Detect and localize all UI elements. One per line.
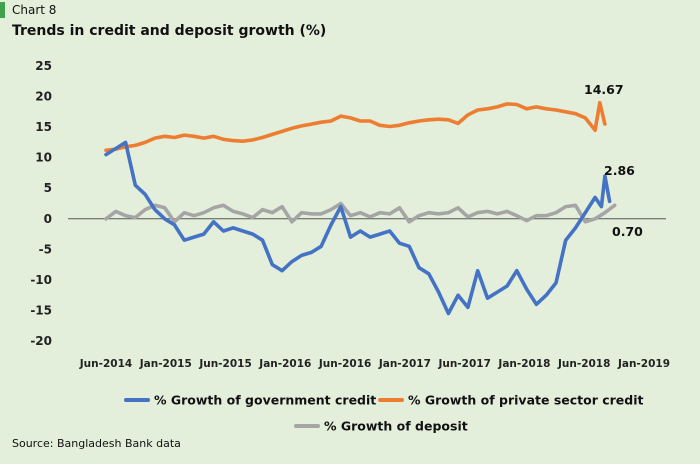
legend-label: % Growth of private sector credit [408,393,644,408]
y-tick-label: 15 [35,120,52,134]
y-tick-label: 25 [35,59,52,73]
y-axis-ticks: 25 20 15 10 5 0 -5 -10 -15 -20 [30,59,52,348]
x-tick-label: Jan-2016 [258,358,311,370]
x-tick-label: Jun-2018 [557,358,610,370]
y-tick-label: -15 [30,303,52,317]
y-tick-label: -10 [30,273,52,287]
y-tick-label: 20 [35,90,52,104]
source-note: Source: Bangladesh Bank data [12,437,181,450]
legend: % Growth of government credit % Growth of… [124,393,644,434]
x-tick-label: Jun-2014 [79,358,132,370]
legend-label: % Growth of deposit [324,419,468,434]
x-tick-label: Jan-2019 [617,358,670,370]
y-tick-label: 5 [44,181,52,195]
value-annotation: 14.67 [584,82,624,97]
series-lines [104,100,617,316]
x-axis-ticks: Jun-2014 Jan-2015 Jun-2015 Jan-2016 Jun-2016… [79,358,670,370]
series-line-1 [104,100,607,153]
y-tick-label: -20 [30,334,52,348]
value-annotation: 0.70 [612,224,643,239]
series-line-0 [104,140,612,316]
x-tick-label: Jun-2017 [437,358,490,370]
chart-accent-bar [0,2,5,18]
chart-number-label: Chart 8 [12,3,57,17]
y-tick-label: 10 [35,151,52,165]
y-tick-label: 0 [44,212,52,226]
x-tick-label: Jan-2018 [497,358,550,370]
series-line-2 [104,201,617,224]
chart-title: Trends in credit and deposit growth (%) [12,23,327,39]
legend-label: % Growth of government credit [154,393,376,408]
y-tick-label: -5 [39,242,52,256]
x-tick-label: Jan-2015 [139,358,192,370]
x-tick-label: Jan-2017 [378,358,431,370]
x-tick-label: Jun-2015 [198,358,251,370]
x-tick-label: Jun-2016 [318,358,371,370]
value-annotation: 2.86 [604,163,635,178]
data-annotations: 14.67 2.86 0.70 [584,82,643,239]
